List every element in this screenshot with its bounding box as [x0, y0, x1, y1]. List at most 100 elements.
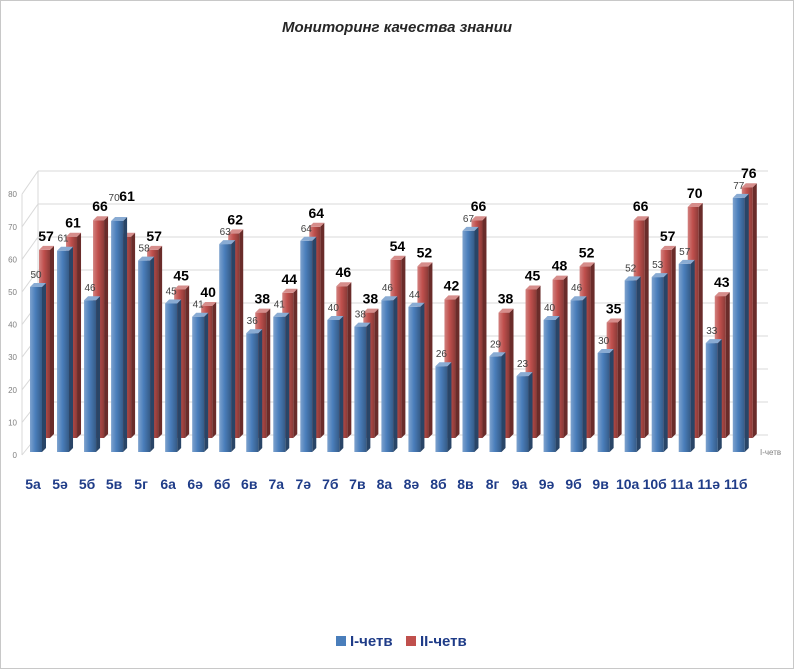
bar-front-face	[30, 287, 42, 452]
bar-top-face	[390, 255, 406, 260]
bar-side-face	[644, 216, 649, 438]
x-tick-label: 7в	[349, 476, 366, 492]
x-tick-label: 8г	[486, 476, 500, 492]
y-tick-label: 30	[8, 353, 17, 362]
bar-side-face	[69, 246, 74, 452]
bar-top-face	[597, 349, 614, 353]
bar-series-1-5б	[84, 296, 101, 452]
bar-side-face	[401, 255, 406, 438]
bar-front-face	[570, 300, 583, 452]
data-label-series-1-6ә: 41	[193, 300, 205, 311]
bar-side-face	[725, 292, 730, 438]
bar-top-face	[579, 262, 595, 267]
bar-series-1-11ә	[705, 339, 722, 452]
bar-front-face	[705, 343, 718, 452]
data-label-series-2-8б: 42	[444, 277, 460, 293]
bar-series-1-9а	[516, 372, 533, 452]
data-label-series-1-11б: 77	[733, 181, 745, 192]
bar-series-1-5г	[138, 256, 155, 452]
bar-front-face	[543, 320, 556, 452]
data-label-series-1-6в: 36	[247, 316, 259, 327]
bar-side-face	[258, 329, 263, 452]
bar-side-face	[447, 362, 452, 452]
bar-top-face	[570, 296, 587, 301]
data-label-series-1-11ә: 33	[706, 326, 718, 337]
bar-series-1-6а	[165, 299, 182, 452]
legend: I-четв II-четв	[336, 633, 467, 650]
bar-top-face	[111, 217, 128, 221]
data-label-series-2-10а: 66	[633, 198, 649, 214]
bar-top-face	[201, 302, 217, 306]
bar-side-face	[285, 312, 290, 452]
data-label-series-1-6б: 63	[220, 227, 232, 238]
data-label-series-2-5в: 61	[119, 188, 135, 204]
bar-top-face	[93, 216, 109, 221]
x-tick-label: 9ә	[539, 476, 555, 492]
bar-side-face	[501, 352, 506, 452]
data-label-series-1-9ә: 40	[544, 303, 556, 314]
x-tick-label: 5ә	[52, 476, 68, 492]
bar-side-face	[50, 245, 54, 438]
data-label-series-1-7б: 40	[328, 303, 340, 314]
bar-side-face	[698, 203, 703, 438]
bar-series-1-8г	[489, 352, 506, 452]
bar-top-face	[282, 288, 298, 293]
bar-series-1-8а	[381, 296, 398, 452]
data-label-series-2-11ә: 43	[714, 274, 730, 290]
bar-side-face	[239, 229, 244, 438]
bar-top-face	[138, 256, 155, 261]
bar-top-face	[633, 216, 649, 221]
bar-top-face	[381, 296, 398, 301]
bar-side-face	[42, 283, 46, 452]
bar-top-face	[57, 246, 74, 251]
bar-side-face	[96, 296, 101, 452]
bar-side-face	[204, 312, 209, 452]
y-tick-label: 50	[8, 288, 17, 297]
bar-side-face	[347, 282, 352, 438]
bar-side-face	[339, 316, 344, 452]
y-tick-label: 60	[8, 255, 17, 264]
bar-side-face	[609, 349, 614, 452]
bar-side-face	[636, 276, 641, 452]
legend-label-series-2: II-четв	[420, 633, 467, 650]
bar-top-face	[435, 362, 452, 367]
bar-front-face	[597, 353, 610, 452]
data-label-series-2-10б: 57	[660, 228, 676, 244]
bar-side-face	[231, 240, 236, 452]
bar-side-face	[158, 245, 163, 438]
bar-side-face	[131, 232, 136, 438]
y-tick-label: 0	[13, 451, 18, 460]
bar-side-face	[536, 285, 541, 438]
bar-top-face	[66, 232, 82, 237]
bar-front-face	[84, 300, 97, 452]
x-tick-label: 5а	[25, 476, 41, 492]
data-label-series-2-5а: 57	[38, 228, 54, 244]
bar-top-face	[489, 352, 506, 357]
depth-axis-label: I-четв	[760, 448, 781, 457]
bar-side-face	[752, 183, 757, 438]
bar-top-face	[687, 203, 703, 207]
y-tick-label: 40	[8, 321, 17, 330]
bar-top-face	[660, 245, 676, 250]
bar-front-face	[57, 250, 70, 452]
bar-side-face	[744, 193, 749, 452]
bar-top-face	[552, 275, 568, 280]
bar-side-face	[555, 316, 560, 452]
legend-item-series-2: II-четв	[406, 633, 467, 650]
bar-series-1-6ә	[192, 312, 209, 452]
bar-side-face	[393, 296, 398, 452]
data-label-series-1-5г: 58	[139, 244, 151, 255]
bar-side-face	[563, 275, 568, 438]
data-label-series-1-8б: 26	[436, 349, 448, 360]
chart-title: Мониторинг качества знании	[282, 19, 512, 36]
x-tick-label: 11ә	[697, 476, 720, 492]
bar-side-face	[528, 372, 533, 452]
data-label-series-1-9б: 46	[571, 283, 583, 294]
series-1-bars	[30, 193, 749, 452]
data-label-series-2-6б: 62	[227, 211, 243, 227]
bar-top-face	[246, 329, 263, 334]
bar-top-face	[192, 312, 209, 317]
side-wall-gridline	[21, 170, 39, 195]
